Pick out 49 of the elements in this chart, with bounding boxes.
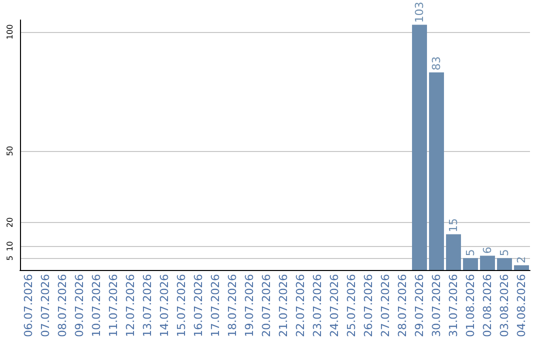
bar [463, 258, 478, 270]
x-tick-label: 11.07.2026 [107, 274, 120, 337]
data-label: 6 [481, 246, 494, 254]
data-label: 103 [413, 2, 426, 23]
y-tick-label: 5 [6, 256, 14, 261]
x-tick-label: 14.07.2026 [158, 274, 171, 337]
x-tick-label: 19.07.2026 [243, 274, 256, 337]
data-label: 5 [498, 249, 511, 256]
x-tick-label: 18.07.2026 [226, 274, 239, 337]
bar [480, 256, 495, 270]
x-tick-label: 20.07.2026 [260, 274, 273, 337]
x-tick-label: 29.07.2026 [413, 274, 426, 337]
x-tick-label: 04.08.2026 [515, 274, 528, 337]
y-tick-label: 10 [6, 241, 14, 252]
x-tick-label: 10.07.2026 [90, 274, 103, 337]
data-label: 15 [447, 218, 460, 232]
y-tick-label: 20 [6, 217, 14, 228]
y-tick-label: 100 [6, 24, 14, 40]
y-tick-label: 50 [6, 146, 14, 156]
x-tick-label: 23.07.2026 [311, 274, 324, 337]
x-tick-label: 01.08.2026 [464, 274, 477, 337]
x-tick-label: 27.07.2026 [379, 274, 392, 337]
x-tick-label: 24.07.2026 [328, 274, 341, 337]
x-tick-label: 02.08.2026 [481, 274, 494, 337]
x-tick-label: 06.07.2026 [22, 274, 35, 337]
x-tick-label: 08.07.2026 [56, 274, 69, 337]
x-tick-label: 30.07.2026 [430, 274, 443, 337]
x-tick-label: 31.07.2026 [447, 274, 460, 337]
x-tick-label: 26.07.2026 [362, 274, 375, 337]
x-tick-label: 21.07.2026 [277, 274, 290, 337]
bar [497, 258, 512, 270]
data-label: 2 [515, 256, 528, 264]
x-tick-label: 03.08.2026 [498, 274, 511, 337]
x-tick-label: 17.07.2026 [209, 274, 222, 337]
x-tick-label: 28.07.2026 [396, 274, 409, 337]
x-tick-label: 16.07.2026 [192, 274, 205, 337]
x-tick-label: 12.07.2026 [124, 274, 137, 337]
x-tick-label: 13.07.2026 [141, 274, 154, 337]
bar [429, 72, 444, 270]
x-tick-label: 25.07.2026 [345, 274, 358, 337]
x-tick-label: 07.07.2026 [39, 274, 52, 337]
bar [446, 234, 461, 270]
x-tick-label: 09.07.2026 [73, 274, 86, 337]
bar [412, 24, 427, 270]
x-tick-label: 15.07.2026 [175, 274, 188, 337]
data-label: 83 [430, 56, 443, 70]
bar [514, 265, 529, 270]
data-label: 5 [464, 249, 477, 256]
x-tick-label: 22.07.2026 [294, 274, 307, 337]
